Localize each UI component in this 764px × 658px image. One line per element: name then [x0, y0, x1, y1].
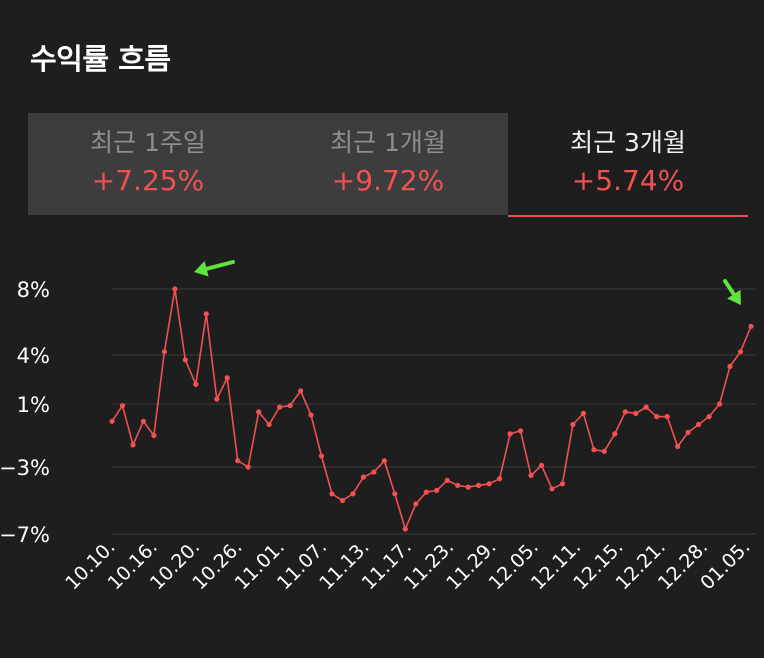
tab-3-months[interactable]: 최근 3개월 +5.74%	[508, 113, 748, 217]
data-point	[193, 381, 199, 387]
data-point	[203, 311, 209, 317]
data-point	[130, 442, 136, 448]
data-point	[182, 357, 188, 363]
data-point	[444, 477, 450, 483]
data-point	[371, 469, 377, 475]
data-point	[214, 396, 220, 402]
data-point	[235, 458, 241, 464]
data-point	[559, 481, 566, 487]
data-point	[633, 410, 639, 416]
data-point	[308, 412, 314, 418]
data-point	[256, 409, 262, 415]
data-point	[654, 414, 660, 420]
data-point	[277, 404, 283, 410]
data-point	[601, 448, 607, 454]
page-title: 수익률 흐름	[30, 42, 171, 76]
data-point	[612, 431, 618, 437]
data-point	[161, 349, 167, 355]
data-point	[507, 431, 513, 437]
data-point	[465, 484, 471, 490]
series-line	[111, 288, 752, 532]
data-point	[140, 418, 146, 424]
data-point	[706, 414, 712, 420]
data-point	[318, 453, 325, 459]
data-point	[486, 481, 492, 487]
data-point	[737, 349, 744, 355]
data-point	[696, 421, 702, 428]
data-point	[119, 403, 126, 409]
tab-return-value: +7.25%	[91, 164, 205, 197]
data-point	[685, 429, 691, 435]
data-point	[360, 474, 366, 480]
data-point	[528, 472, 534, 478]
data-point	[643, 404, 649, 410]
data-point	[392, 491, 398, 497]
y-tick-label: 1%	[17, 393, 50, 417]
tab-1-week[interactable]: 최근 1주일 +7.25%	[28, 113, 268, 215]
period-tabs: 최근 1주일 +7.25% 최근 1개월 +9.72% 최근 3개월 +5.74…	[28, 113, 748, 217]
data-point	[748, 323, 754, 329]
green-arrow-icon	[723, 279, 741, 305]
green-arrow-icon	[194, 260, 235, 277]
data-point	[455, 482, 461, 488]
data-point	[423, 489, 429, 495]
tab-1-month[interactable]: 최근 1개월 +9.72%	[268, 113, 508, 215]
data-point	[413, 501, 419, 507]
tab-label: 최근 1개월	[330, 128, 446, 157]
data-point	[497, 476, 503, 482]
data-point	[549, 486, 555, 492]
data-point	[591, 447, 597, 453]
data-point	[350, 491, 356, 497]
tab-label: 최근 1주일	[90, 128, 206, 157]
data-point	[622, 409, 628, 415]
data-point	[476, 482, 482, 488]
data-point	[675, 443, 681, 450]
data-point	[717, 401, 723, 407]
tab-label: 최근 3개월	[570, 128, 686, 157]
data-point	[151, 432, 157, 439]
y-tick-label: 8%	[17, 278, 50, 302]
data-point	[339, 497, 346, 504]
data-point	[266, 421, 272, 428]
data-point	[570, 421, 576, 428]
y-tick-label: −7%	[0, 523, 50, 547]
data-point	[727, 363, 733, 369]
data-point	[580, 410, 587, 416]
data-point	[517, 428, 524, 434]
data-point	[381, 458, 387, 464]
data-point	[402, 526, 408, 532]
tab-return-value: +5.74%	[571, 164, 685, 197]
data-point	[664, 414, 670, 420]
data-point	[538, 462, 545, 468]
data-point	[172, 286, 178, 292]
data-point	[224, 375, 230, 381]
data-point	[287, 403, 293, 409]
data-point	[298, 388, 304, 394]
data-point	[434, 487, 440, 493]
y-tick-label: −3%	[0, 456, 50, 480]
data-point	[329, 491, 335, 497]
y-tick-label: 4%	[17, 344, 50, 368]
data-point	[109, 418, 115, 424]
data-point	[245, 464, 251, 470]
tab-return-value: +9.72%	[331, 164, 445, 197]
